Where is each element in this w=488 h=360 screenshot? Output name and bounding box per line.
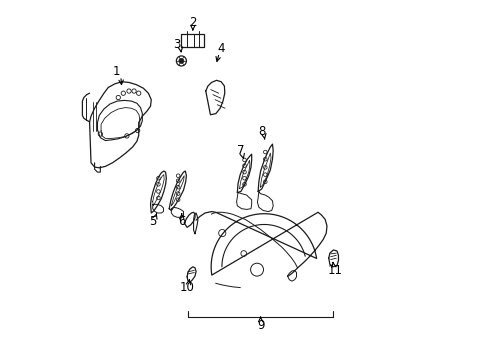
Text: 5: 5 xyxy=(149,215,157,228)
Text: 1: 1 xyxy=(112,65,120,78)
Text: 8: 8 xyxy=(258,125,265,138)
Circle shape xyxy=(179,58,183,63)
Text: 9: 9 xyxy=(256,319,264,332)
Text: 6: 6 xyxy=(178,215,185,228)
Text: 7: 7 xyxy=(237,144,244,157)
Text: 4: 4 xyxy=(217,42,224,55)
Text: 11: 11 xyxy=(326,264,342,277)
Text: 2: 2 xyxy=(189,16,196,29)
Text: 10: 10 xyxy=(179,281,194,294)
Text: 3: 3 xyxy=(173,38,181,51)
